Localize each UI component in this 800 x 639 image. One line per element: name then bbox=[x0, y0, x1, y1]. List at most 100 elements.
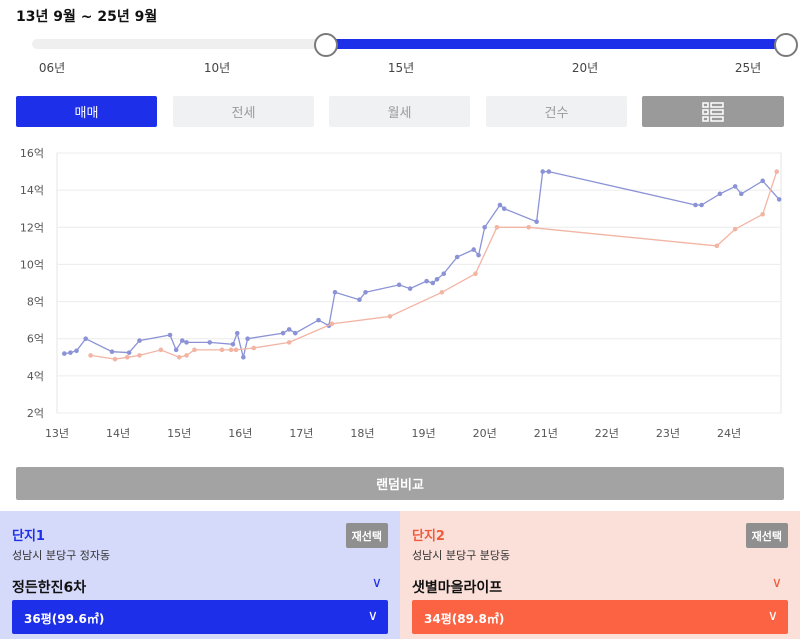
series-2-point[interactable] bbox=[251, 345, 257, 351]
series-2-point[interactable] bbox=[329, 321, 335, 327]
series-1-point[interactable] bbox=[137, 338, 142, 343]
series-1-point[interactable] bbox=[776, 197, 782, 202]
slider-label-15: 15년 bbox=[387, 61, 415, 75]
y-tick-label: 8억 bbox=[27, 296, 44, 309]
y-tick-label: 6억 bbox=[27, 333, 44, 346]
series-2-point[interactable] bbox=[88, 353, 93, 358]
complex1-reselect-button[interactable]: 재선택 bbox=[345, 523, 388, 548]
complex2-title: 단지2 bbox=[412, 529, 445, 544]
series-2-point[interactable] bbox=[158, 347, 164, 353]
complex2-size-select[interactable]: 34평(89.8㎡) ∨ bbox=[412, 600, 788, 634]
complex2-panel: 단지2 재선택 성남시 분당구 분당동 샛별마을라이프 ∨ 34평(89.8㎡)… bbox=[400, 511, 800, 639]
series-2-point[interactable] bbox=[473, 271, 478, 277]
y-tick-label: 4억 bbox=[27, 370, 44, 383]
series-2-point[interactable] bbox=[184, 353, 189, 358]
series-1-point[interactable] bbox=[286, 327, 292, 332]
series-1-point[interactable] bbox=[760, 178, 765, 184]
x-tick-label: 24년 bbox=[717, 427, 741, 440]
series-1-point[interactable] bbox=[173, 347, 179, 353]
series-1-point[interactable] bbox=[497, 202, 503, 208]
series-1-point[interactable] bbox=[234, 330, 240, 336]
series-1-point[interactable] bbox=[363, 289, 368, 295]
complex2-reselect-button[interactable]: 재선택 bbox=[745, 523, 788, 548]
complex1-name: 정든한진6차 bbox=[12, 580, 87, 596]
complex1-size-select[interactable]: 36평(99.6㎡) ∨ bbox=[12, 600, 388, 634]
series-2-point[interactable] bbox=[439, 289, 445, 295]
series-1-point[interactable] bbox=[230, 341, 236, 347]
series-1-point[interactable] bbox=[546, 169, 552, 174]
random-compare-button[interactable]: 랜덤비교 bbox=[16, 467, 784, 500]
series-1-point[interactable] bbox=[332, 289, 338, 295]
complex2-name: 샛별마을라이프 bbox=[412, 580, 503, 596]
series-2-point[interactable] bbox=[176, 354, 182, 360]
series-line-1 bbox=[64, 170, 780, 358]
series-2-point[interactable] bbox=[192, 347, 197, 353]
series-1-point[interactable] bbox=[207, 340, 213, 345]
series-2-point[interactable] bbox=[714, 243, 720, 249]
series-1-point[interactable] bbox=[74, 348, 79, 354]
x-tick-label: 21년 bbox=[534, 427, 558, 440]
series-1-point[interactable] bbox=[732, 184, 738, 189]
series-1-point[interactable] bbox=[83, 336, 89, 342]
series-1-point[interactable] bbox=[476, 252, 481, 258]
series-1-point[interactable] bbox=[693, 202, 698, 208]
series-1-point[interactable] bbox=[424, 278, 429, 284]
series-2-point[interactable] bbox=[124, 354, 130, 360]
series-1-point[interactable] bbox=[430, 280, 436, 286]
series-1-point[interactable] bbox=[184, 340, 189, 345]
series-2-point[interactable] bbox=[286, 340, 292, 345]
series-1-point[interactable] bbox=[717, 191, 723, 197]
slider-start-handle[interactable] bbox=[313, 33, 338, 57]
series-1-point[interactable] bbox=[454, 254, 460, 260]
series-2-point[interactable] bbox=[228, 347, 234, 353]
slider-end-handle[interactable] bbox=[773, 33, 798, 57]
series-1-point[interactable] bbox=[316, 317, 321, 323]
series-2-point[interactable] bbox=[387, 314, 393, 319]
series-1-point[interactable] bbox=[241, 354, 246, 360]
series-1-point[interactable] bbox=[167, 332, 173, 338]
series-1-point[interactable] bbox=[68, 350, 73, 355]
series-1-point[interactable] bbox=[441, 271, 447, 277]
series-1-point[interactable] bbox=[501, 206, 507, 212]
tab-jeonse[interactable]: 전세 bbox=[173, 96, 314, 127]
complex1-name-select[interactable]: 정든한진6차 ∨ bbox=[12, 575, 388, 597]
chevron-down-icon: ∨ bbox=[367, 608, 378, 624]
list-view-button[interactable] bbox=[642, 96, 784, 127]
series-1-point[interactable] bbox=[396, 282, 402, 288]
tab-count[interactable]: 건수 bbox=[486, 96, 627, 127]
price-trend-chart: 2억 4억 6억 8억 10억 12억 14억 16억 13년 14년 15년 16년 17년 18년 19… bbox=[20, 147, 782, 440]
series-2-point[interactable] bbox=[112, 356, 118, 362]
complex1-size: 36평(99.6㎡) bbox=[24, 612, 105, 626]
complex2-name-select[interactable]: 샛별마을라이프 ∨ bbox=[412, 575, 788, 597]
series-1-point[interactable] bbox=[292, 330, 298, 336]
series-2-point[interactable] bbox=[526, 224, 531, 230]
y-tick-label: 16억 bbox=[20, 147, 44, 160]
series-1-point[interactable] bbox=[280, 330, 286, 336]
series-1-point[interactable] bbox=[434, 276, 440, 282]
tab-monthly-rent[interactable]: 월세 bbox=[329, 96, 470, 127]
series-1-point[interactable] bbox=[471, 247, 476, 252]
series-1-point[interactable] bbox=[407, 286, 413, 291]
series-1-point[interactable] bbox=[62, 351, 67, 356]
series-1-point[interactable] bbox=[534, 219, 539, 225]
series-2-point[interactable] bbox=[760, 211, 765, 217]
year-range-slider[interactable] bbox=[32, 33, 798, 57]
series-2-point[interactable] bbox=[774, 169, 780, 174]
series-2-point[interactable] bbox=[494, 224, 500, 230]
series-2-point[interactable] bbox=[219, 347, 225, 353]
series-1-point[interactable] bbox=[540, 169, 546, 174]
series-2-point[interactable] bbox=[732, 226, 738, 232]
tab-sale[interactable]: 매매 bbox=[16, 96, 157, 127]
y-tick-label: 2억 bbox=[27, 407, 44, 420]
series-1-point[interactable] bbox=[699, 202, 704, 208]
series-2-point[interactable] bbox=[233, 347, 239, 353]
series-2-point[interactable] bbox=[137, 353, 142, 358]
complex2-size: 34평(89.8㎡) bbox=[424, 612, 505, 626]
series-1-point[interactable] bbox=[357, 297, 362, 303]
series-1-point[interactable] bbox=[738, 191, 744, 197]
series-1-point[interactable] bbox=[126, 350, 132, 355]
series-1-point[interactable] bbox=[482, 224, 487, 230]
series-1-point[interactable] bbox=[245, 336, 250, 342]
series-1-point[interactable] bbox=[109, 349, 115, 355]
series-1-point[interactable] bbox=[179, 338, 185, 343]
